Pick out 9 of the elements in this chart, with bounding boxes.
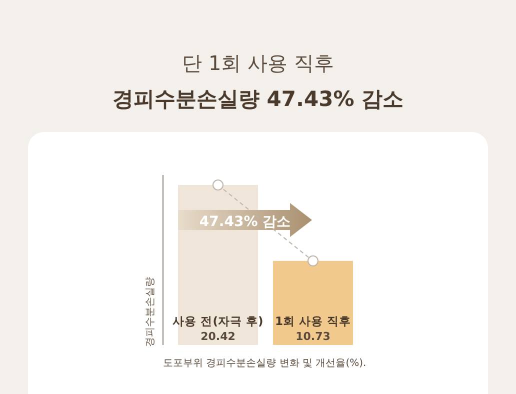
x-tick-label: 1회 사용 직후 [274, 314, 352, 328]
x-tick-label: 사용 전(자극 후) [172, 314, 264, 328]
text: 도포부위 경피수분손실량 변화 및 개선율(%). [163, 358, 366, 369]
chart-title: 단 1회 사용 직후 [182, 51, 334, 75]
annotation: 47.43% 감소 [199, 214, 291, 230]
y-axis-title: 경피수분손실량 [145, 277, 156, 347]
data-label: 20.42 [200, 330, 236, 343]
data-label: 10.73 [296, 330, 330, 343]
chart-subtitle: 경피수분손실량 47.43% 감소 [112, 87, 404, 111]
